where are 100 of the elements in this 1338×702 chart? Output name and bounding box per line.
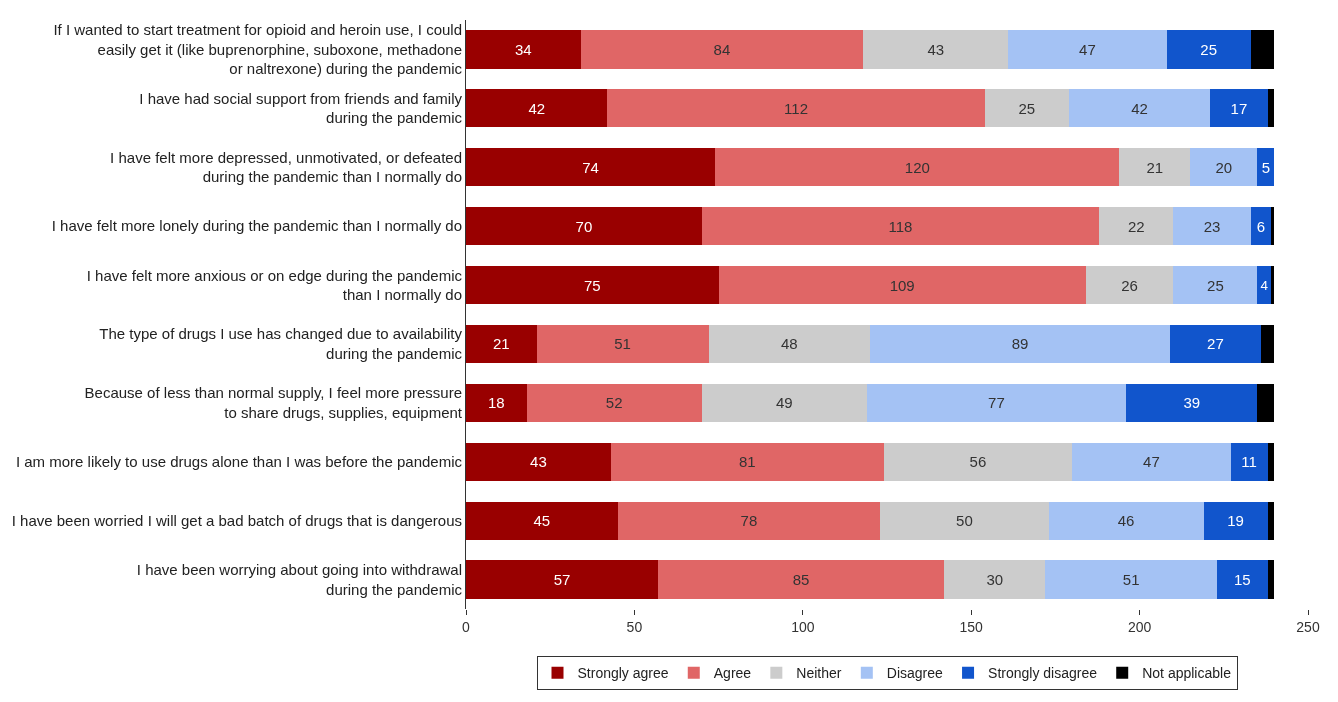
x-tick-label: 250 bbox=[1296, 618, 1320, 635]
bar bbox=[466, 560, 658, 599]
bar bbox=[1203, 501, 1268, 540]
bar bbox=[526, 383, 702, 422]
data-label: 43 bbox=[927, 40, 945, 58]
legend-label: Disagree bbox=[886, 665, 944, 682]
bar bbox=[536, 324, 709, 364]
bar bbox=[466, 207, 702, 246]
bar bbox=[701, 383, 867, 422]
bar bbox=[466, 442, 611, 481]
data-label: 42 bbox=[1131, 99, 1148, 117]
bar bbox=[1048, 501, 1204, 540]
bar bbox=[466, 30, 581, 69]
y-tick-label: Because of less than normal supply, I feel more pressure to share drugs, supplies, equipment bbox=[84, 384, 463, 421]
data-label: 47 bbox=[1143, 453, 1160, 471]
bar bbox=[984, 89, 1069, 128]
data-label: 81 bbox=[738, 453, 756, 471]
legend-label: Not applicable bbox=[1142, 665, 1232, 682]
x-tick-label: 150 bbox=[959, 618, 984, 635]
bar bbox=[1085, 265, 1174, 305]
bar bbox=[1166, 30, 1251, 69]
data-label: 77 bbox=[988, 394, 1005, 412]
data-label: 50 bbox=[956, 512, 973, 530]
data-label: 19 bbox=[1227, 512, 1244, 530]
data-label: 46 bbox=[1117, 512, 1135, 530]
data-label: 74 bbox=[582, 158, 599, 176]
bar bbox=[1068, 89, 1211, 128]
bar bbox=[610, 442, 884, 481]
y-tick-label: I have been worried I will get a bad batch of drugs that is dangerous bbox=[11, 511, 462, 529]
bar bbox=[1190, 148, 1258, 187]
bar bbox=[1045, 560, 1218, 599]
legend-label: Agree bbox=[713, 665, 752, 682]
bar bbox=[1230, 442, 1268, 481]
bar bbox=[715, 148, 1120, 187]
data-label: 4 bbox=[1260, 277, 1269, 293]
bar bbox=[466, 501, 618, 540]
bar bbox=[701, 207, 1100, 246]
bar bbox=[1072, 442, 1231, 481]
bar bbox=[1257, 265, 1271, 305]
bar bbox=[866, 383, 1127, 422]
data-label: 25 bbox=[1207, 276, 1224, 294]
x-tick-label: 50 bbox=[626, 618, 643, 635]
bar bbox=[1008, 30, 1167, 69]
data-label: 51 bbox=[1122, 571, 1140, 589]
data-label: 6 bbox=[1256, 217, 1266, 235]
bar bbox=[466, 89, 608, 128]
bar bbox=[1099, 207, 1174, 246]
y-tick-label: The type of drugs I use has changed due to availability during the pandemic bbox=[99, 325, 463, 362]
x-tick-label: 200 bbox=[1127, 618, 1152, 635]
data-label: 112 bbox=[784, 99, 809, 117]
data-label: 23 bbox=[1203, 217, 1221, 235]
bar bbox=[1169, 324, 1261, 364]
bar bbox=[1250, 30, 1275, 69]
bar bbox=[718, 265, 1086, 305]
legend-label: Strongly disagree bbox=[988, 665, 1098, 682]
bar bbox=[1173, 265, 1258, 305]
legend-label: Neither bbox=[796, 665, 842, 682]
data-label: 109 bbox=[889, 276, 915, 294]
data-label: 70 bbox=[575, 217, 593, 235]
data-label: 78 bbox=[740, 512, 758, 530]
data-label: 75 bbox=[583, 276, 601, 294]
data-label: 57 bbox=[553, 571, 571, 589]
data-label: 22 bbox=[1127, 217, 1145, 235]
data-label: 118 bbox=[888, 217, 913, 235]
data-label: 30 bbox=[986, 571, 1004, 589]
bar bbox=[466, 265, 719, 305]
bar bbox=[1260, 324, 1275, 364]
data-label: 25 bbox=[1018, 99, 1036, 117]
legend-label: Strongly agree bbox=[577, 665, 669, 682]
bar bbox=[607, 89, 985, 128]
data-label: 18 bbox=[487, 394, 505, 412]
bar bbox=[708, 324, 871, 364]
x-tick-label: 100 bbox=[791, 618, 815, 635]
data-label: 42 bbox=[528, 99, 546, 117]
bar bbox=[580, 30, 864, 69]
bar bbox=[1126, 383, 1258, 422]
bar bbox=[870, 324, 1170, 364]
data-label: 21 bbox=[1146, 158, 1164, 176]
y-tick-label: I have been worrying about going into withdrawal during the pandemic bbox=[136, 561, 463, 598]
data-label: 56 bbox=[969, 453, 987, 471]
bar bbox=[880, 501, 1049, 540]
bar bbox=[1173, 207, 1251, 246]
bar bbox=[1257, 148, 1275, 187]
data-label: 45 bbox=[533, 512, 551, 530]
data-label: 5 bbox=[1261, 158, 1271, 176]
data-label: 34 bbox=[514, 40, 532, 58]
data-label: 51 bbox=[614, 335, 631, 353]
data-label: 43 bbox=[530, 453, 547, 471]
data-label: 15 bbox=[1233, 571, 1251, 589]
bar bbox=[466, 383, 527, 422]
y-tick-label: If I wanted to start treatment for opioid and heroin use, I could easily get it (like buprenorphine, suboxone, methadone or naltrexone) during the pandemic bbox=[53, 21, 463, 78]
data-label: 17 bbox=[1230, 99, 1248, 117]
y-tick-label: I am more likely to use drugs alone than I was before the pandemic bbox=[15, 453, 463, 470]
data-label: 84 bbox=[713, 40, 731, 58]
data-label: 11 bbox=[1241, 453, 1257, 471]
bar bbox=[863, 30, 1009, 69]
bar bbox=[466, 148, 716, 187]
y-tick-label: I have felt more depressed, unmotivated, or defeated during the pandemic than I normally do bbox=[110, 148, 462, 186]
bar bbox=[1267, 560, 1275, 599]
data-label: 39 bbox=[1183, 394, 1201, 412]
